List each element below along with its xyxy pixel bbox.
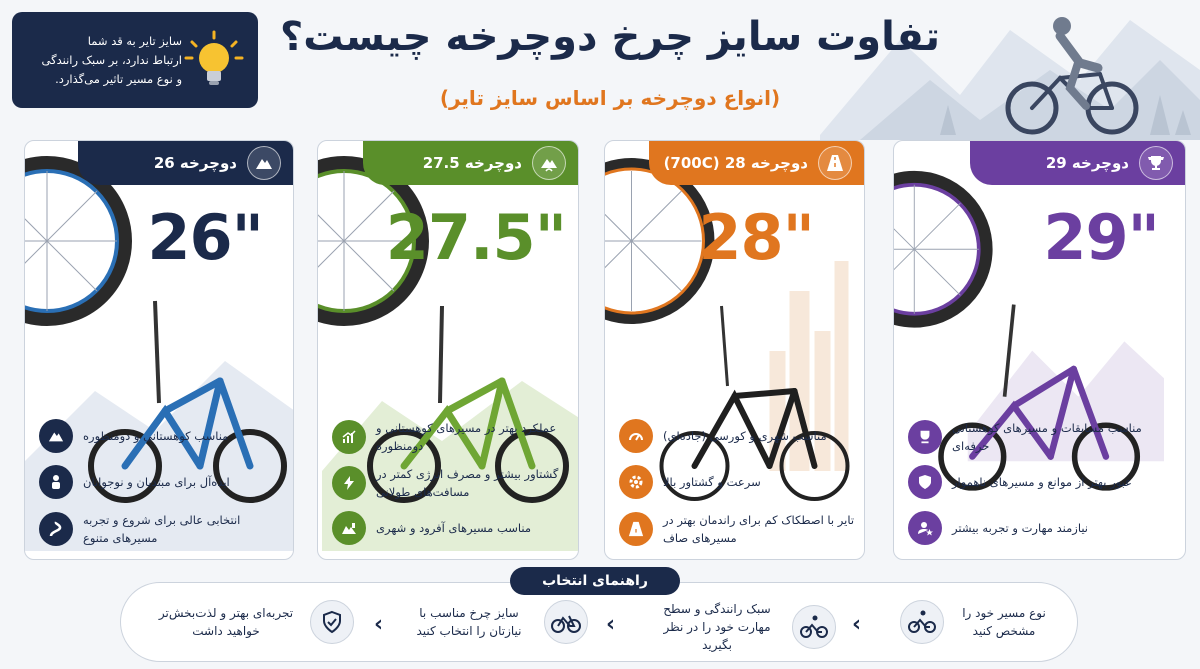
card-28: دوچرخه 28 (700C) 28" مناسب شهری و کورسی … [604,140,865,560]
card-27-5-feature-1: عملکرد بهتر در مسیرهای کوهستانی و دومنظو… [332,419,578,455]
tip-line-3: و نوع مسیر تاثیر می‌گذارد. [55,71,182,86]
card-28-feature-1: مناسب شهری و کورسی (جاده‌ای) [619,419,864,453]
tip-line-2: ارتباط ندارد، بر سبک رانندگی [41,52,182,67]
winding-road-icon [39,512,73,546]
card-26-title: دوچرخه 26 [153,154,237,172]
card-28-header: دوچرخه 28 (700C) [649,141,864,185]
cyclist-icon [900,600,944,644]
road-icon [619,512,653,546]
tip-line-1: سایز تایر به قد شما [87,33,182,48]
bicycle-icon [544,600,588,644]
mountain-road-icon [532,146,566,180]
guide-step-4: تجربه‌ای بهتر و لذت‌بخش‌تر خواهید داشت [152,600,354,644]
mountain-icon [39,419,73,453]
shield-check-icon [310,600,354,644]
card-26-feature-3: انتخابی عالی برای شروع و تجربه مسیرهای م… [39,511,285,547]
gear-icon [619,465,653,499]
card-27-5-title: دوچرخه 27.5 [422,154,522,172]
card-29-title: دوچرخه 29 [1045,154,1129,172]
bike-26-illustration [25,156,293,551]
guide-title: راهنمای انتخاب [510,567,680,595]
card-28-size: 28" [698,201,815,274]
lightbulb-icon [184,30,244,85]
card-28-feature-2: سرعت و گشتاور بالا [619,465,864,499]
card-29-feature-3: نیازمند مهارت و تجربه بیشتر [908,511,1154,545]
cyclist-illustration [1005,17,1139,135]
card-29-feature-2: عبور بهتر از موانع و مسیرهای ناهموار [908,465,1154,499]
guide-step-2: سبک رانندگی و سطح مهارت خود را در نظر بگ… [652,600,836,654]
speedometer-icon [619,419,653,453]
chevron-left-icon: ‹ [374,612,384,637]
trophy-icon [1139,146,1173,180]
guide-step-3: سایز چرخ مناسب با نیازتان را انتخاب کنید [404,600,588,644]
card-26: دوچرخه 26 26" مناسب کوهستانی و دومنظوره … [24,140,294,560]
tip-box: سایز تایر به قد شما ارتباط ندارد، بر سبک… [12,12,258,108]
card-27-5-size: 27.5" [385,201,567,274]
chevron-left-icon: ‹ [606,612,616,637]
shield-icon [908,465,942,499]
card-27-5-header: دوچرخه 27.5 [363,141,578,185]
card-29: دوچرخه 29 29" مناسب مسابقات و مسیرهای کو… [893,140,1186,560]
card-27-5: دوچرخه 27.5 27.5" عملکرد بهتر در مسیرهای… [317,140,579,560]
bike-29-illustration [894,170,1164,491]
lightning-icon [332,466,366,500]
user-star-icon [908,511,942,545]
card-29-header: دوچرخه 29 [970,141,1185,185]
mountain-icon [247,146,281,180]
guide-step-1: نوع مسیر خود را مشخص کنید [900,600,1054,644]
card-26-size: 26" [147,201,264,274]
card-28-title: دوچرخه 28 (700C) [663,154,808,172]
bike-27-5-illustration [318,156,578,551]
card-27-5-feature-3: مناسب مسیرهای آفرود و شهری [332,511,578,545]
chevron-left-icon: ‹ [852,612,862,637]
card-29-size: 29" [1043,201,1160,274]
bike-28-illustration [605,158,850,501]
card-27-5-feature-2: گشتاور بیشتر و مصرف انرژی کمتر در مسافت‌… [332,465,578,501]
chart-up-icon [332,420,366,454]
page-title: تفاوت سایز چرخ دوچرخه چیست؟ [280,14,940,60]
card-29-feature-1: مناسب مسابقات و مسیرهای کوهستانی حرفه‌ای [908,419,1154,455]
card-26-header: دوچرخه 26 [78,141,293,185]
page-subtitle: (انواع دوچرخه بر اساس سایز تایر) [439,86,781,110]
card-26-feature-1: مناسب کوهستانی و دومنظوره [39,419,285,453]
mountain-city-icon [332,511,366,545]
road-icon [818,146,852,180]
trophy-icon [908,420,942,454]
card-28-feature-3: تایر با اصطکاک کم برای راندمان بهتر در م… [619,511,864,547]
card-26-feature-2: ایده‌آل برای مبتدیان و نوجوانان [39,465,285,499]
cyclist-icon [792,605,836,649]
person-icon [39,465,73,499]
